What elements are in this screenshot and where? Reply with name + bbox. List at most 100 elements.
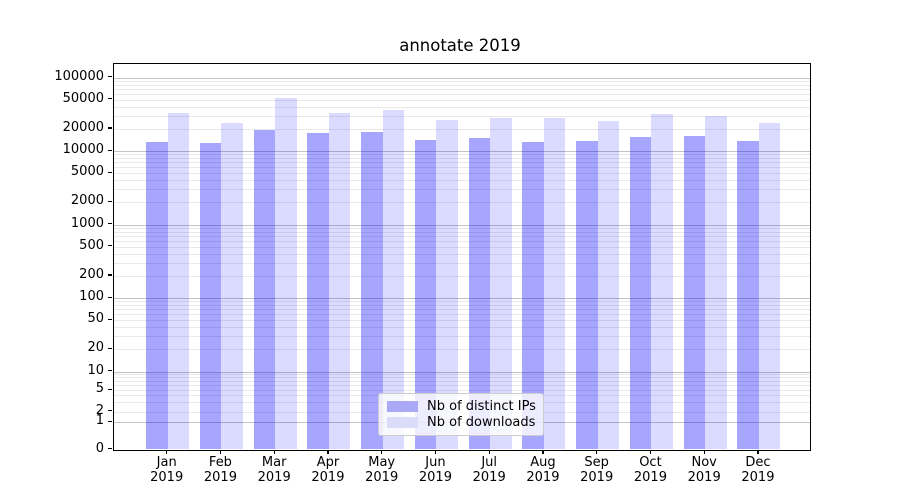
x-tick-mark bbox=[757, 450, 759, 454]
bar-downloads-jul bbox=[490, 118, 512, 450]
gridline-minor bbox=[113, 227, 810, 229]
x-tick-mark bbox=[219, 450, 222, 454]
bar-distinct-ips-feb bbox=[199, 142, 222, 450]
gridline-minor bbox=[113, 390, 810, 391]
gridline-minor bbox=[113, 99, 810, 101]
y-tick-label: 200 bbox=[79, 266, 104, 282]
bar-distinct-ips-sep bbox=[576, 140, 598, 450]
x-tick-mark bbox=[166, 450, 168, 454]
y-tick-mark bbox=[108, 245, 112, 247]
gridline-minor bbox=[113, 167, 810, 169]
gridline-minor bbox=[113, 106, 810, 108]
y-tick-label: 500 bbox=[79, 237, 104, 253]
x-tick-label-jul: Jul 2019 bbox=[472, 454, 506, 485]
y-tick-label: 20 bbox=[87, 340, 104, 356]
gridline-minor bbox=[113, 377, 810, 379]
x-tick-label-oct: Oct 2019 bbox=[633, 454, 667, 485]
gridline-minor bbox=[113, 349, 810, 351]
legend-label-downloads: Nb of downloads bbox=[427, 415, 536, 431]
bar-distinct-ips-dec bbox=[737, 140, 759, 450]
y-tick-label: 0 bbox=[95, 440, 104, 456]
y-tick-label: 10000 bbox=[62, 142, 104, 157]
y-tick-label: 100000 bbox=[54, 68, 104, 84]
gridline-minor bbox=[113, 381, 810, 383]
y-tick-mark bbox=[108, 76, 112, 78]
gridline-minor bbox=[113, 301, 810, 303]
x-tick-label-apr: Apr 2019 bbox=[311, 454, 345, 485]
x-tick-label-may: May 2019 bbox=[365, 454, 399, 485]
gridline-minor bbox=[113, 305, 810, 307]
x-tick-label-sep: Sep 2019 bbox=[580, 454, 614, 485]
gridline-minor bbox=[113, 374, 810, 376]
y-tick-mark bbox=[108, 388, 112, 390]
y-tick-label: 50000 bbox=[62, 90, 104, 106]
y-tick-label: 50 bbox=[87, 311, 104, 327]
gridline-major bbox=[113, 298, 810, 299]
y-tick-mark bbox=[108, 318, 112, 320]
bar-distinct-ips-nov bbox=[683, 135, 706, 450]
bar-downloads-nov bbox=[705, 116, 727, 450]
x-tick-mark bbox=[327, 450, 329, 454]
bar-distinct-ips-may bbox=[361, 132, 383, 450]
y-tick-label: 1000 bbox=[70, 215, 104, 231]
gridline-minor bbox=[113, 231, 810, 233]
bar-downloads-aug bbox=[543, 118, 566, 450]
gridline-minor bbox=[113, 80, 810, 82]
bar-downloads-jun bbox=[436, 120, 458, 450]
gridline-minor bbox=[113, 84, 810, 86]
x-tick-mark bbox=[488, 450, 490, 454]
gridline-major bbox=[113, 77, 810, 79]
x-tick-mark bbox=[381, 450, 383, 454]
gridline-minor bbox=[113, 309, 810, 311]
y-tick-mark bbox=[108, 448, 112, 450]
gridline-major bbox=[113, 151, 810, 152]
legend-swatch-distinct-ips bbox=[387, 400, 418, 412]
bar-downloads-sep bbox=[597, 120, 620, 450]
gridline-major bbox=[113, 224, 810, 226]
gridline-minor bbox=[113, 327, 810, 329]
legend-label-distinct-ips: Nb of distinct IPs bbox=[427, 398, 536, 414]
y-tick-mark bbox=[108, 420, 112, 422]
y-tick-label: 5 bbox=[95, 381, 104, 396]
y-tick-mark bbox=[108, 171, 112, 173]
x-tick-label-feb: Feb 2019 bbox=[203, 454, 237, 485]
x-tick-label-nov: Nov 2019 bbox=[687, 454, 721, 485]
gridline-minor bbox=[113, 189, 810, 191]
gridline-minor bbox=[113, 162, 810, 164]
y-tick-mark bbox=[108, 370, 112, 372]
x-tick-label-jan: Jan 2019 bbox=[150, 454, 184, 485]
x-tick-label-jun: Jun 2019 bbox=[418, 454, 452, 485]
x-tick-mark bbox=[434, 450, 437, 454]
gridline-minor bbox=[113, 253, 810, 255]
legend-entry-downloads: Nb of downloads bbox=[387, 415, 535, 430]
bar-downloads-apr bbox=[328, 112, 351, 450]
y-tick-label: 20000 bbox=[62, 119, 104, 135]
gridline-minor bbox=[113, 385, 810, 387]
x-tick-mark bbox=[542, 450, 544, 454]
gridline-major bbox=[113, 371, 810, 373]
gridline-minor bbox=[113, 154, 810, 156]
bar-downloads-may bbox=[382, 109, 405, 450]
gridline-minor bbox=[113, 202, 810, 204]
gridline-minor bbox=[113, 173, 810, 175]
x-tick-mark bbox=[273, 450, 275, 454]
gridline-minor bbox=[113, 336, 810, 338]
plot-area bbox=[112, 62, 811, 451]
gridline-minor bbox=[113, 88, 810, 90]
y-tick-mark bbox=[108, 410, 112, 412]
x-tick-label-mar: Mar 2019 bbox=[257, 454, 291, 485]
y-tick-label: 10 bbox=[87, 362, 104, 378]
gridline-minor bbox=[113, 235, 810, 237]
y-tick-mark bbox=[108, 149, 112, 151]
gridline-minor bbox=[113, 115, 810, 117]
bar-distinct-ips-jun bbox=[414, 140, 437, 450]
chart-title: annotate 2019 bbox=[399, 36, 521, 55]
y-tick-label: 100 bbox=[79, 289, 104, 304]
y-tick-label: 2 bbox=[95, 402, 104, 418]
bar-distinct-ips-mar bbox=[253, 129, 276, 450]
y-tick-mark bbox=[108, 296, 112, 298]
x-tick-label-aug: Aug 2019 bbox=[526, 454, 560, 485]
x-tick-mark bbox=[596, 450, 598, 454]
y-tick-label: 1 bbox=[95, 413, 104, 428]
